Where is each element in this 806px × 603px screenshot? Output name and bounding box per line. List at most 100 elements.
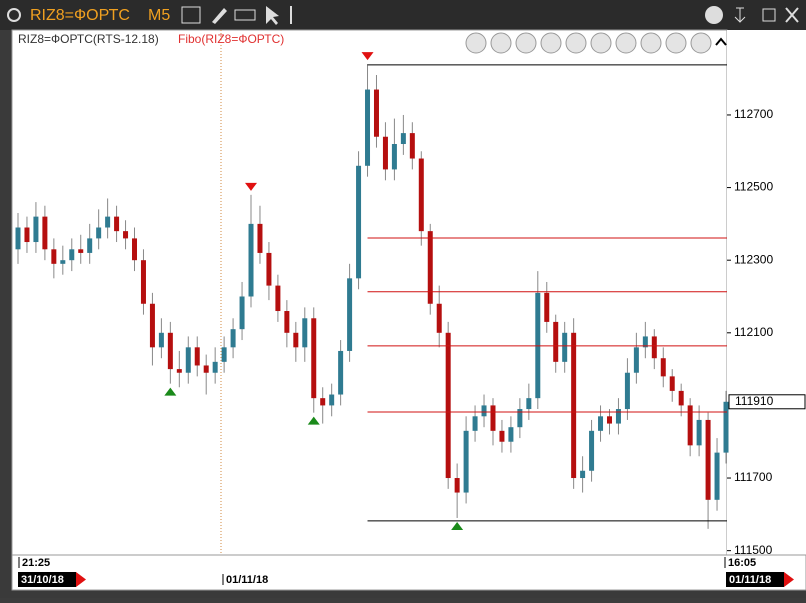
- candle-body: [705, 419, 711, 500]
- minimize-button[interactable]: [762, 8, 776, 22]
- candle-body: [167, 332, 173, 370]
- candle-body: [651, 336, 657, 359]
- x-tick-label: 21:25: [22, 557, 50, 569]
- candle-body: [69, 249, 75, 261]
- candle-body: [589, 430, 595, 471]
- cursor-button[interactable]: [266, 6, 279, 25]
- candle-body: [508, 427, 514, 442]
- last-price-tag: [728, 394, 806, 410]
- toolbar: [181, 6, 799, 25]
- candle-body: [490, 405, 496, 431]
- candle-body: [176, 369, 182, 373]
- candle-body: [660, 358, 666, 377]
- window-icon[interactable]: [7, 8, 21, 22]
- date-tag-arrow: [784, 572, 794, 587]
- candle-body: [463, 430, 469, 493]
- candle-body: [51, 249, 57, 264]
- date-tag-label: 31/10/18: [21, 574, 64, 586]
- nav-button[interactable]: [665, 32, 687, 54]
- date-tag-arrow: [76, 572, 86, 587]
- candle-body: [123, 231, 129, 239]
- candle-body: [517, 409, 523, 428]
- y-tick-label: 111700: [734, 470, 773, 484]
- candle-body: [60, 260, 66, 264]
- nav-button[interactable]: [540, 32, 562, 54]
- date-tag: [18, 572, 76, 587]
- candle-body: [33, 216, 39, 243]
- last-price-label: 111910: [735, 394, 774, 408]
- close-button[interactable]: [785, 7, 799, 23]
- candle-body: [338, 350, 344, 395]
- indicator-button[interactable]: [234, 9, 256, 21]
- candle-body: [445, 332, 451, 479]
- nav-button[interactable]: [640, 32, 662, 54]
- candle-body: [132, 238, 138, 261]
- candle-body: [221, 347, 227, 362]
- candle-body: [687, 405, 693, 446]
- download-button[interactable]: [734, 7, 746, 23]
- candle-body: [526, 398, 532, 410]
- candle-body: [257, 223, 263, 253]
- candle-body: [606, 416, 612, 424]
- nav-button[interactable]: [615, 32, 637, 54]
- timeframe: M5: [148, 7, 170, 24]
- candle-body: [329, 394, 335, 406]
- y-tick-label: 112700: [734, 107, 773, 121]
- candle-body: [499, 430, 505, 442]
- x-tick-label: 01/11/18: [226, 574, 268, 586]
- legend-fibo: Fibo(RIZ8=ФОРТС): [178, 32, 284, 46]
- candle-body: [598, 416, 604, 431]
- y-tick-label: 111500: [734, 543, 773, 557]
- candle-body: [311, 318, 317, 399]
- candle-body: [149, 303, 155, 348]
- candle-body: [373, 89, 379, 137]
- trade-button[interactable]: [705, 6, 723, 24]
- y-tick-label: 112500: [734, 180, 773, 194]
- date-tag: [726, 572, 784, 587]
- navigation-bar: [465, 32, 727, 54]
- candle-body: [230, 329, 236, 348]
- fractal-up: [245, 182, 258, 191]
- candle-body: [472, 416, 478, 431]
- levels-button[interactable]: [290, 6, 292, 24]
- chart-type-button[interactable]: [181, 6, 201, 24]
- candle-body: [562, 332, 568, 362]
- y-tick-label: 112300: [734, 252, 773, 266]
- candle-body: [553, 321, 559, 362]
- candle-body: [633, 347, 639, 373]
- candle-body: [427, 231, 433, 304]
- candle-body: [356, 165, 362, 279]
- nav-button[interactable]: [515, 32, 537, 54]
- nav-button[interactable]: [590, 32, 612, 54]
- candle-body: [696, 419, 702, 446]
- fractal-down: [307, 416, 320, 425]
- price-axis: [727, 30, 806, 555]
- candle-body: [382, 136, 388, 170]
- x-tick-label: 16:05: [728, 557, 756, 569]
- candle-body: [203, 365, 209, 373]
- candle-body: [239, 296, 245, 330]
- candle-body: [266, 252, 272, 286]
- y-tick-label: 112100: [734, 325, 773, 339]
- candle-body: [42, 216, 48, 250]
- symbol: RIZ8=ФОРТС: [30, 7, 130, 24]
- legend-instrument: RIZ8=ФОРТС(RTS-12.18): [18, 32, 159, 46]
- nav-button[interactable]: [465, 32, 487, 54]
- candle-body: [481, 405, 487, 417]
- candle-body: [571, 332, 577, 479]
- candle-body: [158, 332, 164, 348]
- fractal-down: [164, 387, 177, 396]
- candle-body: [642, 336, 648, 348]
- nav-button[interactable]: [490, 32, 512, 54]
- candle-body: [96, 227, 102, 239]
- date-tag-label: 01/11/18: [729, 574, 771, 586]
- candle-body: [293, 332, 299, 348]
- collapse-button[interactable]: [715, 37, 727, 46]
- candle-body: [114, 216, 120, 232]
- title-bar: [0, 0, 806, 30]
- nav-button[interactable]: [565, 32, 587, 54]
- candle-body: [615, 409, 621, 424]
- draw-button[interactable]: [212, 8, 227, 24]
- nav-button[interactable]: [690, 32, 712, 54]
